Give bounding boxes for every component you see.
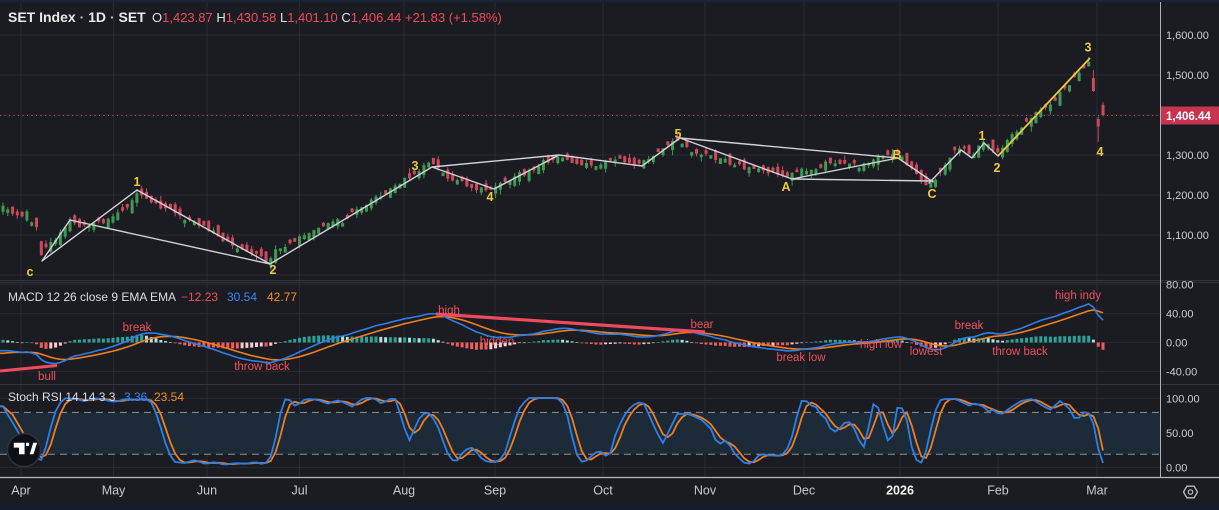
svg-text:1,600.00: 1,600.00 [1166,30,1209,42]
svg-text:bear: bear [690,319,713,331]
svg-text:B: B [892,148,901,162]
svg-text:high low: high low [860,339,903,351]
svg-text:break: break [123,322,152,334]
svg-text:high indy: high indy [1055,290,1101,302]
svg-text:1,200.00: 1,200.00 [1166,190,1209,202]
svg-text:80.00: 80.00 [1166,280,1194,292]
svg-text:Jul: Jul [292,484,308,498]
svg-text:break: break [955,320,984,332]
svg-text:Feb: Feb [987,484,1009,498]
svg-text:Oct: Oct [593,484,613,498]
svg-text:O1,423.87 H1,430.58 L1,401.10: O1,423.87 H1,430.58 L1,401.10 C1,406.44 … [152,10,502,25]
svg-text:bull: bull [38,371,56,383]
svg-text:Jun: Jun [197,484,217,498]
svg-text:1,100.00: 1,100.00 [1166,230,1209,242]
svg-text:40.00: 40.00 [1166,309,1194,321]
svg-text:A: A [781,180,790,194]
svg-text:2026: 2026 [886,484,914,498]
svg-text:0.00: 0.00 [1166,463,1187,475]
svg-text:2: 2 [270,263,277,277]
svg-text:break low: break low [776,352,826,364]
svg-text:3: 3 [412,159,419,173]
svg-text:1,406.44: 1,406.44 [1166,111,1211,123]
svg-text:-40.00: -40.00 [1166,367,1197,379]
svg-text:50.00: 50.00 [1166,428,1194,440]
svg-text:1: 1 [134,175,141,189]
svg-text:c: c [27,265,34,279]
svg-text:4: 4 [487,190,494,204]
svg-text:1,500.00: 1,500.00 [1166,70,1209,82]
svg-text:lowest: lowest [910,346,943,358]
svg-text:May: May [102,484,126,498]
svg-text:1,300.00: 1,300.00 [1166,150,1209,162]
svg-text:1: 1 [979,129,986,143]
svg-text:Dec: Dec [793,484,815,498]
svg-text:100.00: 100.00 [1166,394,1200,406]
svg-text:throw back: throw back [992,346,1048,358]
svg-text:Sep: Sep [484,484,506,498]
svg-text:SET Index · 1D · SET: SET Index · 1D · SET [8,9,146,25]
svg-text:C: C [927,187,936,201]
svg-text:Nov: Nov [694,484,717,498]
svg-text:Apr: Apr [11,484,30,498]
svg-text:3: 3 [1085,41,1092,55]
svg-text:high: high [438,305,460,317]
svg-text:throw back: throw back [234,361,290,373]
svg-text:5: 5 [675,127,682,141]
svg-text:4: 4 [1097,145,1104,159]
svg-text:0.00: 0.00 [1166,338,1187,350]
svg-text:Aug: Aug [393,484,415,498]
svg-text:2: 2 [994,161,1001,175]
svg-text:MACD 12 26 close 9 EMA EMA−12.: MACD 12 26 close 9 EMA EMA −12.23 30.54 42.… [8,290,297,304]
svg-text:Mar: Mar [1086,484,1108,498]
